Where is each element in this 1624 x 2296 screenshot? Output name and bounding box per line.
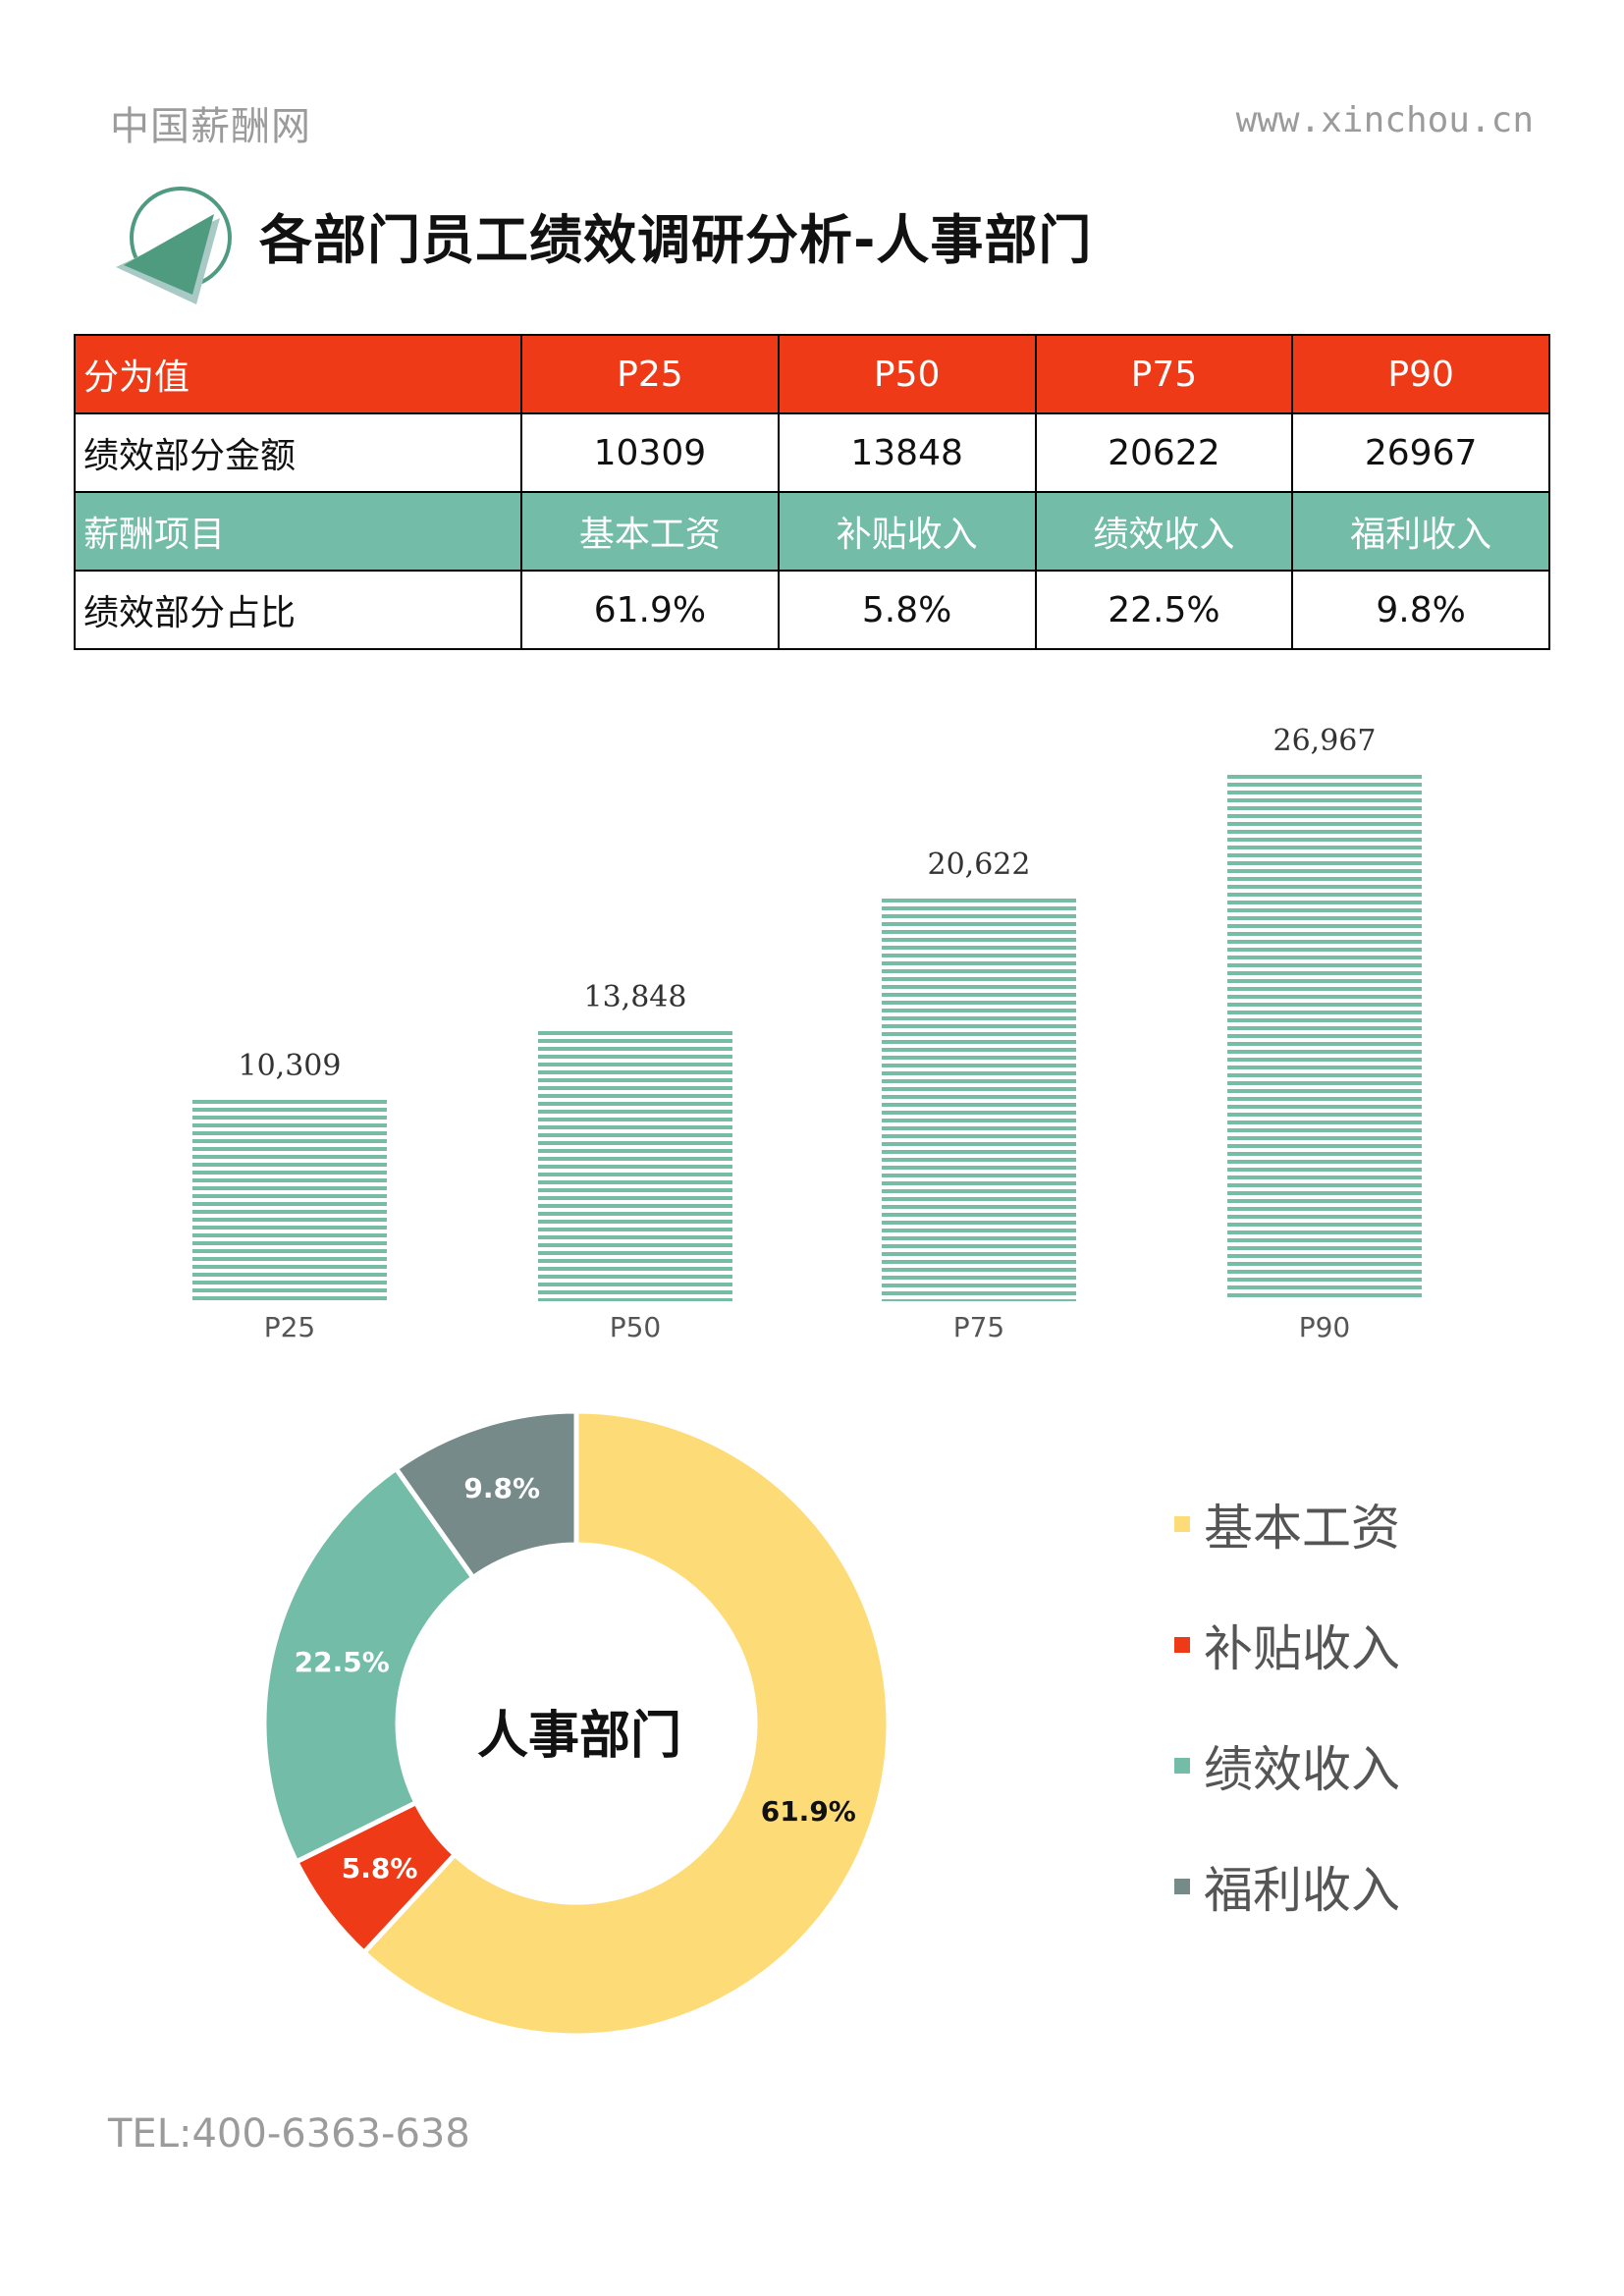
bar-value-label: 26,967	[1272, 724, 1377, 758]
donut-center-label: 人事部门	[476, 1707, 681, 1766]
bar-chart: 10,309 P25 13,848 P50 20,622 P75 26,967 P90	[0, 658, 1624, 1365]
row-label: 绩效部分金额	[74, 412, 522, 493]
table-cell: P90	[1291, 334, 1550, 414]
brand-name: 中国薪酬网	[110, 104, 311, 149]
table-cell: 福利收入	[1291, 491, 1550, 572]
row-label: 绩效部分占比	[74, 570, 522, 650]
legend-item: 绩效收入	[1174, 1705, 1400, 1826]
table-cell: P25	[520, 334, 780, 414]
legend-label: 基本工资	[1204, 1499, 1400, 1557]
bar-category-label: P90	[1298, 1311, 1351, 1343]
donut-slice	[392, 1408, 579, 1581]
legend-label: 补贴收入	[1204, 1619, 1400, 1677]
table-cell: 5.8%	[777, 570, 1037, 650]
page-title: 各部门员工绩效调研分析-人事部门	[259, 209, 1093, 271]
legend-label: 福利收入	[1204, 1861, 1400, 1919]
logo-icon	[116, 187, 232, 304]
bar-value-label: 13,848	[583, 980, 687, 1014]
table-cell: 补贴收入	[777, 491, 1037, 572]
legend-swatch	[1174, 1757, 1190, 1774]
table-cell: 26967	[1291, 412, 1550, 493]
table-cell: 22.5%	[1034, 570, 1294, 650]
row-label: 分为值	[74, 334, 522, 414]
table-cell: 20622	[1034, 412, 1294, 493]
donut-value-label: 5.8%	[341, 1852, 418, 1886]
donut-slice	[360, 1408, 892, 2039]
row-label: 薪酬项目	[74, 491, 522, 572]
bar-category-label: P25	[263, 1311, 316, 1343]
summary-table: 分为值 P25 P50 P75 P90 绩效部分金额 10309 13848 2…	[74, 334, 1550, 650]
website-url: www.xinchou.cn	[1235, 100, 1534, 140]
bar-value-label: 20,622	[927, 847, 1031, 882]
table-cell: 13848	[777, 412, 1037, 493]
legend-swatch	[1174, 1878, 1190, 1894]
legend-label: 绩效收入	[1204, 1740, 1400, 1798]
table-cell: P75	[1034, 334, 1294, 414]
table-cell: 10309	[520, 412, 780, 493]
bar-p90	[1227, 775, 1422, 1301]
donut-slice	[261, 1464, 477, 1866]
legend-swatch	[1174, 1515, 1190, 1532]
chart-legend: 基本工资 补贴收入 绩效收入 福利收入	[1174, 1463, 1400, 1946]
bar-category-label: P50	[609, 1311, 662, 1343]
legend-item: 基本工资	[1174, 1463, 1400, 1584]
table-cell: 9.8%	[1291, 570, 1550, 650]
bar-p25	[192, 1100, 387, 1301]
table-cell: P50	[777, 334, 1037, 414]
table-row: 绩效部分金额 10309 13848 20622 26967	[74, 412, 1550, 493]
table-cell: 基本工资	[520, 491, 780, 572]
donut-value-label: 9.8%	[463, 1471, 541, 1504]
table-cell: 61.9%	[520, 570, 780, 650]
bar-p50	[538, 1031, 732, 1301]
donut-value-label: 61.9%	[760, 1795, 856, 1829]
legend-swatch	[1174, 1636, 1190, 1653]
table-row: 绩效部分占比 61.9% 5.8% 22.5% 9.8%	[74, 570, 1550, 650]
footer-phone: TEL:400-6363-638	[108, 2111, 470, 2157]
bar-category-label: P75	[952, 1311, 1005, 1343]
bar-p75	[882, 899, 1076, 1301]
table-cell: 绩效收入	[1034, 491, 1294, 572]
bar-value-label: 10,309	[238, 1049, 342, 1083]
legend-item: 福利收入	[1174, 1826, 1400, 1946]
table-row: 分为值 P25 P50 P75 P90	[74, 334, 1550, 414]
legend-item: 补贴收入	[1174, 1584, 1400, 1705]
donut-value-label: 22.5%	[294, 1645, 390, 1678]
table-row: 薪酬项目 基本工资 补贴收入 绩效收入 福利收入	[74, 491, 1550, 572]
donut-chart	[261, 1408, 892, 2039]
